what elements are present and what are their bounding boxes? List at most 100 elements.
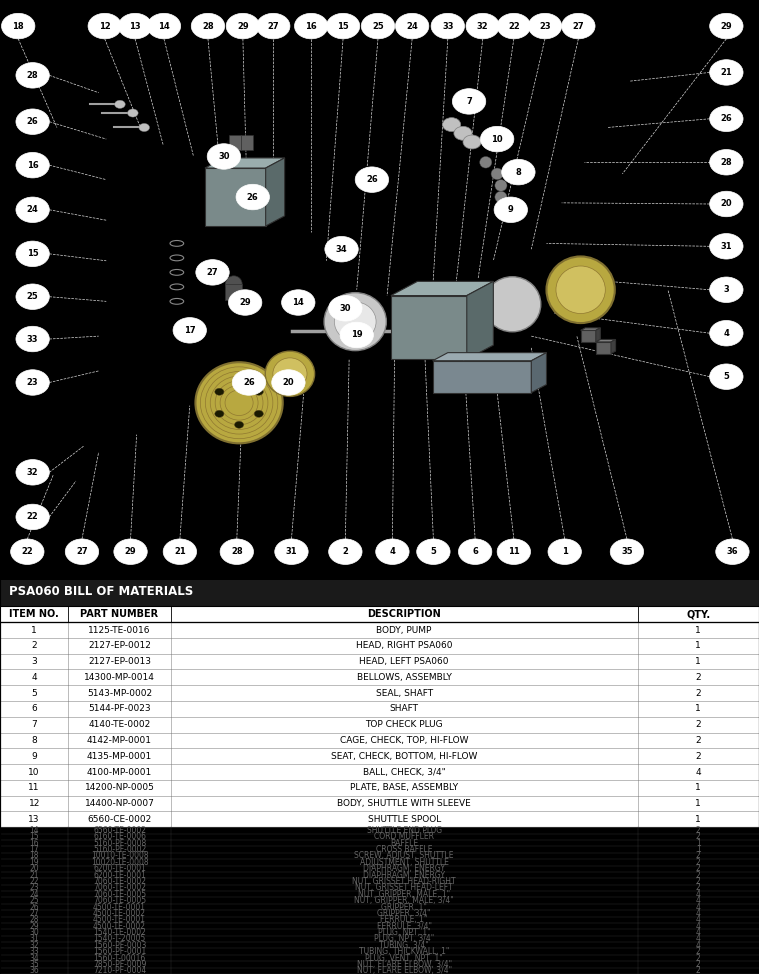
Text: 22: 22 xyxy=(508,21,520,30)
Text: 26: 26 xyxy=(243,378,255,387)
Circle shape xyxy=(710,234,743,259)
Bar xyxy=(0,638,759,654)
Bar xyxy=(0,732,759,748)
Text: 24: 24 xyxy=(406,21,418,30)
Text: 21: 21 xyxy=(174,547,186,556)
Circle shape xyxy=(454,127,472,140)
Circle shape xyxy=(361,14,395,39)
Text: 2: 2 xyxy=(695,689,701,697)
Text: 1: 1 xyxy=(695,704,701,713)
Text: SHUTTLE SPOOL: SHUTTLE SPOOL xyxy=(367,815,441,824)
Text: 24: 24 xyxy=(30,889,39,899)
Text: 10010-TE-0008: 10010-TE-0008 xyxy=(91,851,148,860)
Polygon shape xyxy=(596,340,616,342)
Circle shape xyxy=(458,539,492,565)
Circle shape xyxy=(235,422,244,429)
Circle shape xyxy=(562,14,595,39)
Text: 30: 30 xyxy=(339,304,351,313)
Text: 3: 3 xyxy=(723,285,729,294)
Circle shape xyxy=(196,260,229,285)
Text: 4: 4 xyxy=(723,329,729,338)
Circle shape xyxy=(710,277,743,303)
Text: 5143-MP-0002: 5143-MP-0002 xyxy=(87,689,152,697)
Text: 32: 32 xyxy=(30,941,39,950)
Bar xyxy=(0,765,759,780)
Text: 2127-EP-0012: 2127-EP-0012 xyxy=(88,641,151,651)
Text: 2: 2 xyxy=(695,736,701,745)
Circle shape xyxy=(710,59,743,85)
Text: 2: 2 xyxy=(31,641,37,651)
Text: 2: 2 xyxy=(696,947,701,956)
Bar xyxy=(0,942,759,949)
Text: CORD MUFFLER: CORD MUFFLER xyxy=(374,833,434,842)
Text: 26: 26 xyxy=(720,114,732,124)
Text: 30: 30 xyxy=(30,928,39,937)
Text: 4: 4 xyxy=(696,903,701,912)
Text: DESCRIPTION: DESCRIPTION xyxy=(367,610,441,619)
Text: 5: 5 xyxy=(723,372,729,381)
Text: 6560-TE-0002: 6560-TE-0002 xyxy=(93,826,146,835)
Text: HEAD, LEFT PSA060: HEAD, LEFT PSA060 xyxy=(360,657,449,666)
Text: 15: 15 xyxy=(30,833,39,842)
Circle shape xyxy=(710,150,743,175)
Bar xyxy=(0,622,759,638)
Text: 18: 18 xyxy=(12,21,24,30)
Bar xyxy=(0,580,759,607)
Text: 3: 3 xyxy=(31,657,37,666)
FancyBboxPatch shape xyxy=(205,169,266,226)
Circle shape xyxy=(340,322,373,348)
Circle shape xyxy=(11,539,44,565)
Ellipse shape xyxy=(546,256,615,323)
Bar xyxy=(0,834,759,840)
Ellipse shape xyxy=(556,266,606,314)
Text: 1560-PF-0001: 1560-PF-0001 xyxy=(93,947,146,956)
Text: 30: 30 xyxy=(218,152,230,161)
Bar xyxy=(0,748,759,765)
Text: TOP CHECK PLUG: TOP CHECK PLUG xyxy=(365,720,443,730)
Ellipse shape xyxy=(335,302,376,341)
Text: 1560-T-00016: 1560-T-00016 xyxy=(93,954,146,962)
Text: 28: 28 xyxy=(202,21,214,30)
Text: 13: 13 xyxy=(129,21,141,30)
Text: 33: 33 xyxy=(27,334,39,344)
Circle shape xyxy=(466,14,499,39)
Text: 1: 1 xyxy=(695,641,701,651)
Circle shape xyxy=(431,14,465,39)
Text: 31: 31 xyxy=(30,934,39,944)
Text: 14: 14 xyxy=(292,298,304,307)
Text: 20: 20 xyxy=(282,378,294,387)
Bar xyxy=(0,949,759,955)
Ellipse shape xyxy=(495,191,507,203)
Text: PLUG, VENT, NPT, 1": PLUG, VENT, NPT, 1" xyxy=(365,954,443,962)
Text: 2: 2 xyxy=(696,833,701,842)
Bar xyxy=(0,955,759,961)
Text: 29: 29 xyxy=(124,547,137,556)
Text: 12: 12 xyxy=(29,799,39,808)
Bar xyxy=(0,827,759,974)
Text: 36: 36 xyxy=(30,966,39,974)
Ellipse shape xyxy=(324,292,386,351)
Text: 29: 29 xyxy=(239,298,251,307)
Text: 23: 23 xyxy=(539,21,551,30)
Text: 4: 4 xyxy=(696,928,701,937)
Text: 6560-CE-0002: 6560-CE-0002 xyxy=(87,815,152,824)
Text: 27: 27 xyxy=(267,21,279,30)
Text: 1560-PF-0003: 1560-PF-0003 xyxy=(93,941,146,950)
Text: 14300-MP-0014: 14300-MP-0014 xyxy=(84,673,155,682)
Circle shape xyxy=(497,14,531,39)
Circle shape xyxy=(147,14,181,39)
Text: 4: 4 xyxy=(696,896,701,905)
Circle shape xyxy=(215,410,224,417)
Text: 4500-TE-0001: 4500-TE-0001 xyxy=(93,916,146,924)
Circle shape xyxy=(215,389,224,395)
Text: GRIPPER, 3/4": GRIPPER, 3/4" xyxy=(377,909,431,918)
Text: ITEM NO.: ITEM NO. xyxy=(9,610,59,619)
Circle shape xyxy=(442,118,461,131)
Text: 1: 1 xyxy=(696,845,701,854)
Text: 26: 26 xyxy=(30,903,39,912)
Text: 33: 33 xyxy=(442,21,454,30)
Text: 19: 19 xyxy=(351,330,363,340)
Text: 23: 23 xyxy=(27,378,39,387)
Polygon shape xyxy=(581,328,600,330)
Text: 4: 4 xyxy=(695,768,701,776)
